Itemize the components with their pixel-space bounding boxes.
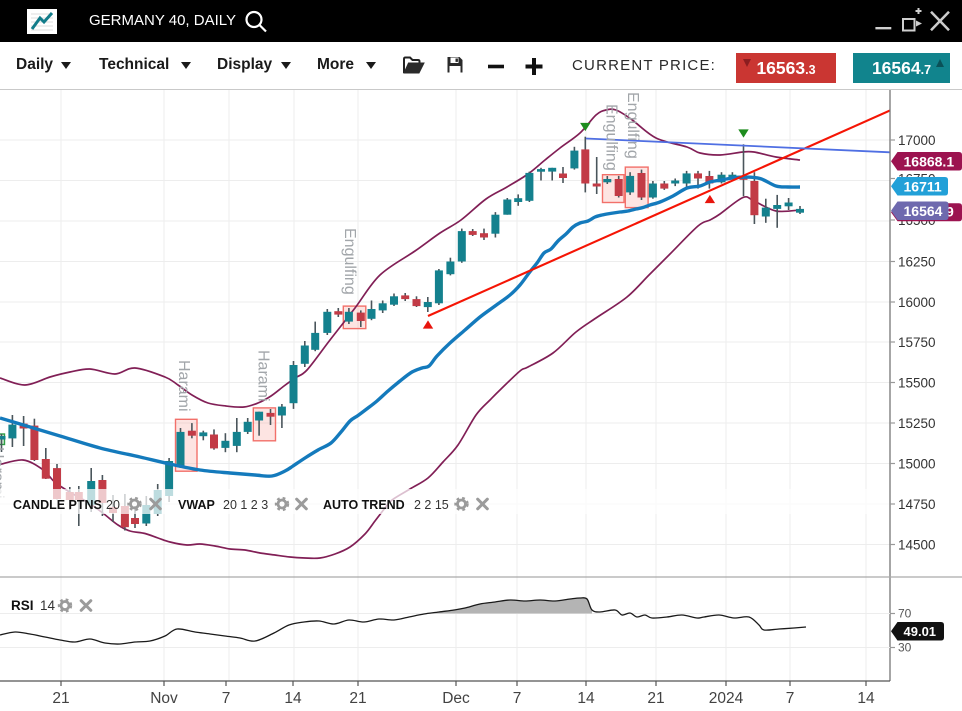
svg-text:14: 14	[857, 690, 875, 707]
svg-text:14: 14	[284, 690, 302, 707]
svg-text:Harami: Harami	[0, 447, 6, 499]
svg-text:Harami: Harami	[175, 360, 192, 412]
svg-text:7: 7	[222, 690, 231, 707]
svg-text:14: 14	[577, 690, 595, 707]
svg-text:RSI: RSI	[11, 598, 34, 613]
svg-text:15250: 15250	[898, 416, 936, 431]
svg-text:2024: 2024	[709, 690, 744, 707]
svg-text:16868.1: 16868.1	[904, 153, 955, 169]
svg-text:AUTO TREND: AUTO TREND	[323, 498, 405, 512]
svg-text:16564: 16564	[904, 203, 943, 219]
svg-text:Engulfing: Engulfing	[603, 104, 620, 171]
svg-text:15750: 15750	[898, 335, 936, 350]
svg-text:14500: 14500	[898, 538, 936, 553]
svg-text:49.01: 49.01	[904, 624, 937, 639]
svg-text:14: 14	[40, 598, 56, 613]
svg-text:Engulfing: Engulfing	[624, 92, 641, 159]
svg-text:20: 20	[106, 498, 120, 512]
svg-text:70: 70	[898, 607, 912, 621]
svg-text:21: 21	[52, 690, 69, 707]
svg-text:14750: 14750	[898, 497, 936, 512]
svg-text:VWAP: VWAP	[178, 498, 215, 512]
svg-text:20 1 2 3: 20 1 2 3	[223, 498, 268, 512]
svg-text:9: 9	[946, 204, 954, 220]
svg-text:2 2 15: 2 2 15	[414, 498, 449, 512]
svg-text:7: 7	[513, 690, 522, 707]
svg-text:Nov: Nov	[150, 690, 178, 707]
svg-text:17000: 17000	[898, 133, 936, 148]
svg-text:30: 30	[898, 641, 912, 655]
svg-text:Harami: Harami	[255, 350, 272, 402]
svg-text:21: 21	[349, 690, 366, 707]
svg-text:21: 21	[647, 690, 664, 707]
svg-text:7: 7	[786, 690, 795, 707]
svg-text:CANDLE PTNS: CANDLE PTNS	[13, 498, 102, 512]
svg-text:15500: 15500	[898, 376, 936, 391]
svg-text:Engulfing: Engulfing	[341, 228, 358, 295]
svg-text:16000: 16000	[898, 295, 936, 310]
svg-text:16711: 16711	[904, 178, 942, 194]
svg-text:15000: 15000	[898, 457, 936, 472]
svg-text:16250: 16250	[898, 255, 936, 270]
svg-text:Dec: Dec	[442, 690, 470, 707]
